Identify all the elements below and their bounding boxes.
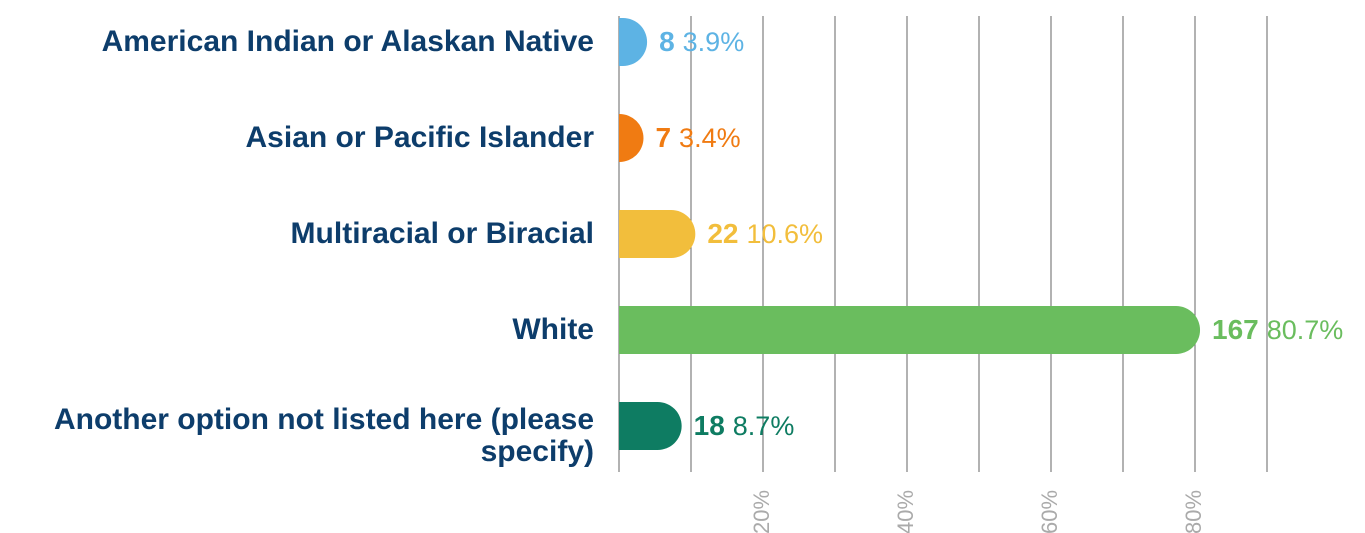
data-label: 22 10.6% [707,218,823,249]
count-label: 8 [659,26,675,57]
bar [619,210,696,258]
x-tick-label: 60% [1037,490,1062,533]
x-tick-label: 20% [749,490,774,533]
percent-label: 80.7% [1267,315,1344,345]
count-label: 22 [707,218,738,249]
count-label: 18 [694,410,725,441]
count-label: 167 [1212,314,1259,345]
percent-label: 10.6% [746,219,823,249]
percent-label: 3.9% [683,27,745,57]
bar [619,402,682,450]
count-label: 7 [655,122,671,153]
category-label: American Indian or Alaskan Native [101,25,594,58]
data-label: 18 8.7% [694,410,795,441]
data-label: 8 3.9% [659,26,744,57]
category-label: Multiracial or Biracial [290,217,594,250]
percent-label: 8.7% [733,411,795,441]
percent-label: 3.4% [679,123,741,153]
category-label: White [512,313,594,346]
x-tick-label: 80% [1181,490,1206,533]
bar [619,306,1201,354]
data-label: 167 80.7% [1212,314,1343,345]
x-tick-label: 40% [893,490,918,533]
category-label: Another option not listed here (please s… [53,403,594,468]
data-label: 7 3.4% [655,122,740,153]
category-label: Asian or Pacific Islander [245,121,594,154]
bar [619,114,644,162]
bar [619,18,648,66]
